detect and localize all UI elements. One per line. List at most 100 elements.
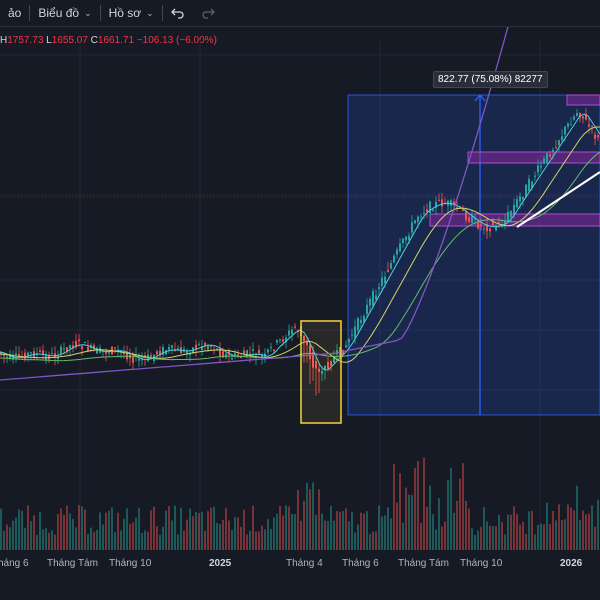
- candle-body: [468, 217, 470, 222]
- volume-bar: [372, 531, 374, 550]
- time-axis-label: Tháng 10: [109, 558, 152, 569]
- candle-body: [534, 175, 536, 177]
- volume-bar: [267, 519, 269, 550]
- candle-body: [267, 349, 269, 353]
- candle-body: [195, 344, 197, 350]
- volume-bar: [0, 508, 2, 550]
- volume-bar: [360, 512, 362, 550]
- volume-bar: [288, 506, 290, 550]
- volume-bar: [468, 508, 470, 550]
- volume-bar: [66, 505, 68, 550]
- volume-bar: [453, 512, 455, 550]
- candle-body: [348, 338, 350, 343]
- candle-body: [189, 353, 191, 355]
- volume-bars: [0, 457, 599, 550]
- volume-bar: [315, 514, 317, 550]
- volume-bar: [345, 508, 347, 550]
- candle-body: [549, 154, 551, 157]
- volume-bar: [348, 521, 350, 550]
- volume-bar: [114, 532, 116, 550]
- volume-bar: [123, 518, 125, 550]
- candle-body: [507, 211, 509, 222]
- redo-button[interactable]: [193, 0, 223, 26]
- volume-bar: [411, 494, 413, 550]
- measure-arrow-head: [474, 93, 486, 102]
- candle-body: [222, 351, 224, 358]
- candle-body: [375, 295, 377, 300]
- candle-body: [327, 362, 329, 369]
- candle-body: [378, 287, 380, 290]
- candle-body: [51, 353, 53, 355]
- volume-bar: [189, 508, 191, 550]
- volume-bar: [231, 529, 233, 550]
- highlight-box[interactable]: [300, 320, 342, 424]
- volume-bar: [357, 524, 359, 550]
- volume-bar: [186, 519, 188, 550]
- volume-bar: [264, 529, 266, 550]
- candle-body: [219, 348, 221, 356]
- volume-bar: [333, 520, 335, 550]
- candle-body: [60, 346, 62, 354]
- volume-bar: [552, 511, 554, 550]
- volume-bar: [567, 504, 569, 550]
- candle-body: [204, 342, 206, 346]
- candle-body: [426, 209, 428, 212]
- volume-bar: [303, 500, 305, 550]
- volume-bar: [441, 526, 443, 550]
- candle-body: [567, 123, 569, 127]
- volume-bar: [204, 530, 206, 550]
- candle-body: [186, 350, 188, 354]
- resistance-zone-middle[interactable]: [467, 151, 600, 164]
- candle-body: [390, 263, 392, 269]
- volume-bar: [531, 510, 533, 550]
- toolbar-item-label: ảo: [8, 6, 22, 20]
- candle-body: [234, 353, 236, 357]
- candle-body: [66, 347, 68, 353]
- volume-bar: [255, 531, 257, 550]
- candle-body: [354, 326, 356, 339]
- candle-body: [120, 350, 122, 352]
- candle-body: [396, 249, 398, 255]
- volume-bar: [129, 524, 131, 550]
- volume-bar: [9, 527, 11, 550]
- volume-bar: [438, 498, 440, 550]
- candle-body: [483, 228, 485, 230]
- candle-body: [309, 344, 311, 360]
- volume-bar: [234, 517, 236, 550]
- candle-body: [381, 277, 383, 286]
- candle-body: [324, 365, 326, 370]
- price-chart[interactable]: [0, 27, 600, 575]
- resistance-zone-top[interactable]: [566, 94, 600, 106]
- candle-body: [540, 165, 542, 168]
- volume-bar: [408, 494, 410, 550]
- volume-bar: [513, 506, 515, 550]
- candle-body: [108, 352, 110, 354]
- candle-body: [591, 125, 593, 127]
- trendline[interactable]: [516, 171, 600, 228]
- volume-bar: [516, 514, 518, 550]
- candle-body: [279, 339, 281, 341]
- volume-bar: [597, 499, 599, 550]
- candle-body: [480, 224, 482, 226]
- volume-bar: [462, 463, 464, 550]
- volume-bar: [543, 524, 545, 550]
- volume-bar: [237, 517, 239, 550]
- volume-bar: [135, 517, 137, 550]
- undo-button[interactable]: [163, 0, 193, 26]
- volume-bar: [576, 485, 578, 550]
- volume-bar: [294, 514, 296, 550]
- candle-body: [69, 345, 71, 349]
- candle-body: [474, 218, 476, 220]
- volume-bar: [6, 524, 8, 550]
- volume-bar: [387, 507, 389, 550]
- candle-body: [9, 353, 11, 359]
- volume-bar: [558, 504, 560, 550]
- volume-bar: [183, 530, 185, 550]
- chart-menu-button[interactable]: Biểu đồ ⌄: [30, 0, 99, 26]
- candle-body: [345, 345, 347, 348]
- toolbar-item-truncated[interactable]: ảo: [0, 0, 29, 26]
- profile-menu-button[interactable]: Hồ sơ ⌄: [101, 0, 162, 26]
- candle-body: [273, 349, 275, 352]
- chart-menu-label: Biểu đồ: [38, 6, 80, 20]
- volume-bar: [444, 521, 446, 550]
